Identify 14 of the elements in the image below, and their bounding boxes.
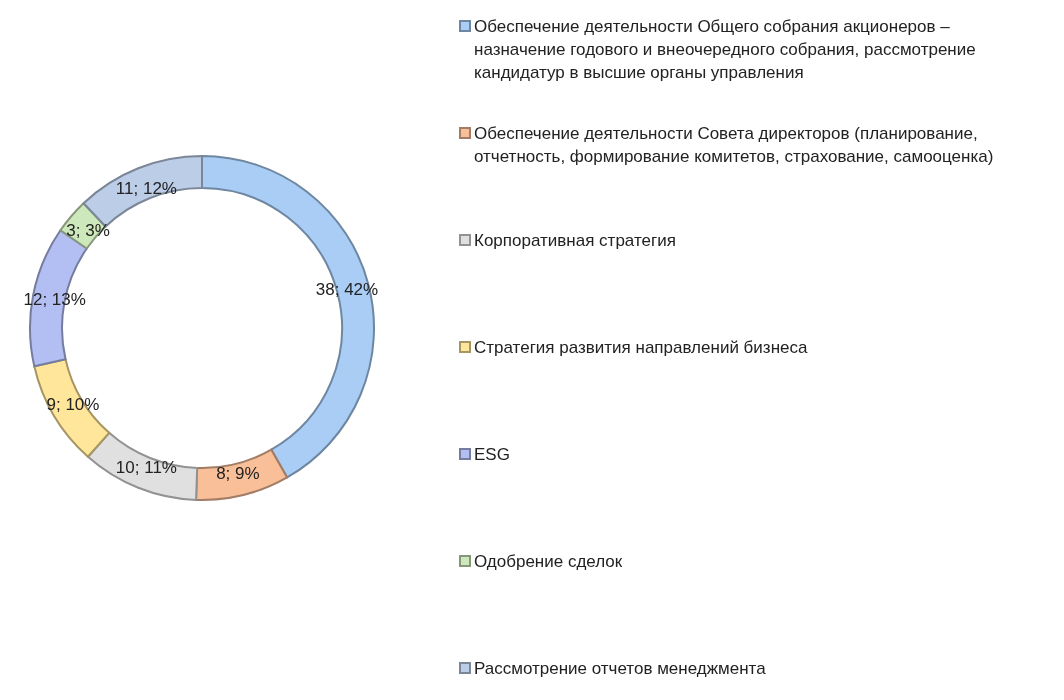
legend-label: Корпоративная стратегия [474,230,676,250]
legend-label: Стратегия развития направлений бизнеса [474,337,808,357]
data-label: 10; 11% [115,457,177,477]
legend-label: Обеспечение деятельности Общего собрания акционеров – назначение годового и внеочередного собрания, рассмотрение кандидатур в высшие органы управления [474,16,976,82]
data-label: 9; 10% [46,394,100,414]
legend-label: Рассмотрение отчетов менеджмента [474,658,767,678]
legend-label: Одобрение сделок [474,551,623,571]
data-label: 3; 3% [66,220,110,240]
legend-label: Обеспечение деятельности Совета директоров (планирование, отчетность, формирование комитетов, страхование, самооценка) [474,123,994,166]
legend-label: ESG [474,444,510,464]
data-label: 8; 9% [216,464,260,484]
donut-slice [33,358,111,458]
data-label: 11; 12% [115,179,177,199]
donut-slice [86,431,199,501]
